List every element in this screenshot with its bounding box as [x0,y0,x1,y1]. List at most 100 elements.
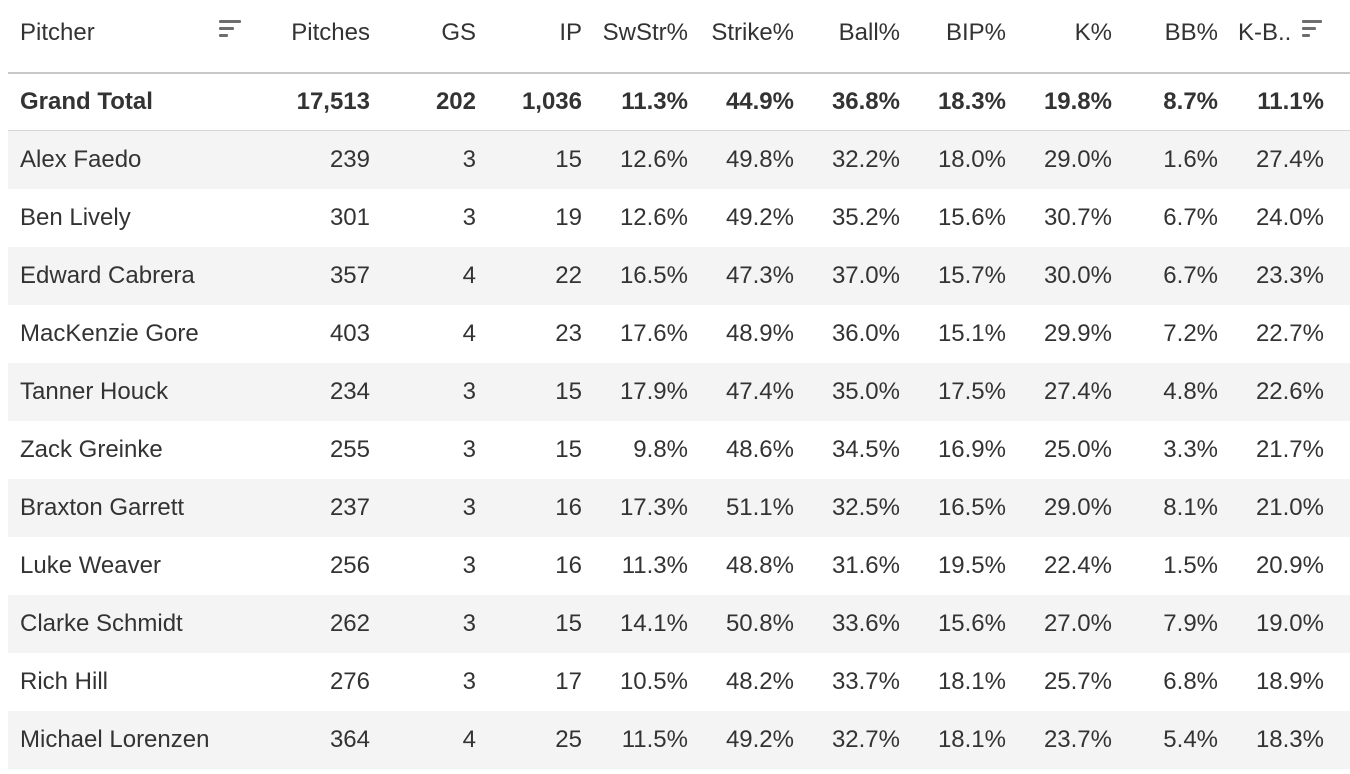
table-row[interactable]: Rich Hill 276 3 17 10.5% 48.2% 33.7% 18.1% 25.7%… [8,653,1350,711]
cell-swstr: 11.3% [621,88,688,115]
cell-bip: 15.6% [937,204,1006,231]
cell-bip: 15.1% [937,320,1006,347]
table-row[interactable]: Clarke Schmidt 262 3 15 14.1% 50.8% 33.6% 15.6%… [8,595,1350,653]
column-header-kbb[interactable]: K-B.. [1238,19,1292,46]
cell-bip: 19.5% [937,552,1006,579]
total-divider [8,130,1350,131]
cell-pitcher: Braxton Garrett [20,494,185,521]
table-row[interactable]: MacKenzie Gore 403 4 23 17.6% 48.9% 36.0% 15.1%… [8,305,1350,363]
column-header-bip[interactable]: BIP% [945,19,1006,46]
column-header-pitcher[interactable]: Pitcher [20,19,95,46]
column-header-swstr[interactable]: SwStr% [602,19,688,46]
cell-ball: 35.0% [831,378,900,405]
cell-bb: 6.7% [1163,204,1218,231]
cell-ball: 36.0% [831,320,900,347]
cell-gs: 202 [435,88,476,115]
table-row[interactable]: Alex Faedo 239 3 15 12.6% 49.8% 32.2% 18.0% 29.0… [8,131,1350,189]
column-header-ip[interactable]: IP [559,19,582,46]
cell-k: 29.0% [1043,494,1112,521]
sort-descending-icon[interactable] [1302,20,1324,42]
column-header-k[interactable]: K% [1074,19,1112,46]
cell-pitcher: Tanner Houck [20,378,169,405]
cell-kbb: 20.9% [1255,552,1324,579]
cell-gs: 3 [462,436,476,463]
cell-ip: 23 [555,320,582,347]
cell-gs: 3 [462,668,476,695]
cell-ip: 22 [555,262,582,289]
cell-bb: 3.3% [1163,436,1218,463]
cell-pitches: 403 [329,320,370,347]
sort-icon[interactable] [219,20,241,42]
cell-ball: 32.2% [831,146,900,173]
cell-kbb: 21.7% [1255,436,1324,463]
column-header-bb[interactable]: BB% [1164,19,1218,46]
cell-strike: 48.8% [725,552,794,579]
cell-ip: 15 [555,378,582,405]
cell-gs: 3 [462,610,476,637]
cell-swstr: 16.5% [619,262,688,289]
cell-bip: 16.9% [937,436,1006,463]
cell-kbb: 24.0% [1255,204,1324,231]
cell-k: 27.0% [1043,610,1112,637]
cell-swstr: 17.9% [619,378,688,405]
table-row[interactable]: Zack Greinke 255 3 15 9.8% 48.6% 34.5% 16.9% 25.… [8,421,1350,479]
cell-k: 29.0% [1043,146,1112,173]
cell-k: 19.8% [1043,88,1112,115]
table-header: Pitcher Pitches GS IP SwStr% Strike% Bal… [8,0,1350,72]
cell-swstr: 10.5% [619,668,688,695]
cell-k: 23.7% [1043,726,1112,753]
cell-swstr: 11.5% [621,726,688,753]
cell-strike: 44.9% [725,88,794,115]
cell-ball: 32.7% [831,726,900,753]
cell-pitcher: Zack Greinke [20,436,163,463]
cell-ball: 33.6% [831,610,900,637]
cell-bip: 16.5% [937,494,1006,521]
cell-pitcher: MacKenzie Gore [20,320,199,347]
cell-gs: 3 [462,146,476,173]
table-body: Alex Faedo 239 3 15 12.6% 49.8% 32.2% 18.0% 29.0… [8,131,1350,769]
cell-kbb: 19.0% [1255,610,1324,637]
table-row[interactable]: Michael Lorenzen 364 4 25 11.5% 49.2% 32.7% 18.… [8,711,1350,769]
cell-pitches: 262 [329,610,370,637]
cell-ip: 15 [555,610,582,637]
cell-pitches: 276 [329,668,370,695]
column-header-gs[interactable]: GS [441,19,476,46]
cell-strike: 47.4% [725,378,794,405]
table-row[interactable]: Braxton Garrett 237 3 16 17.3% 51.1% 32.5% 16.5… [8,479,1350,537]
pitcher-stats-table: Pitcher Pitches GS IP SwStr% Strike% Bal… [8,0,1350,774]
cell-bip: 15.6% [937,610,1006,637]
cell-pitcher: Michael Lorenzen [20,726,210,753]
table-row[interactable]: Edward Cabrera 357 4 22 16.5% 47.3% 37.0% 15.7%… [8,247,1350,305]
cell-bb: 1.6% [1163,146,1218,173]
cell-gs: 4 [462,262,476,289]
cell-ball: 33.7% [831,668,900,695]
cell-bb: 7.9% [1163,610,1218,637]
cell-gs: 4 [462,726,476,753]
cell-kbb: 11.1% [1257,88,1324,115]
cell-ip: 16 [555,494,582,521]
cell-pitcher: Clarke Schmidt [20,610,183,637]
column-header-ball[interactable]: Ball% [838,19,900,46]
cell-k: 30.0% [1043,262,1112,289]
cell-ball: 34.5% [831,436,900,463]
cell-pitcher: Ben Lively [20,204,131,231]
column-header-pitches[interactable]: Pitches [291,19,370,46]
cell-k: 29.9% [1043,320,1112,347]
cell-bip: 18.3% [937,88,1006,115]
cell-gs: 3 [462,378,476,405]
cell-kbb: 18.3% [1255,726,1324,753]
table-row[interactable]: Luke Weaver 256 3 16 11.3% 48.8% 31.6% 19.5% 22.… [8,537,1350,595]
table-row[interactable]: Ben Lively 301 3 19 12.6% 49.2% 35.2% 15.6% 30.7… [8,189,1350,247]
cell-bip: 18.1% [937,726,1006,753]
cell-pitches: 256 [329,552,370,579]
cell-bip: 18.1% [937,668,1006,695]
table-row[interactable]: Tanner Houck 234 3 15 17.9% 47.4% 35.0% 17.5% 27… [8,363,1350,421]
column-header-strike[interactable]: Strike% [711,19,794,46]
cell-swstr: 11.3% [621,552,688,579]
cell-ip: 15 [555,436,582,463]
cell-kbb: 18.9% [1255,668,1324,695]
grand-total-row: Grand Total 17,513 202 1,036 11.3% 44.9% 36.8%… [8,74,1350,130]
cell-ball: 37.0% [831,262,900,289]
cell-bip: 18.0% [937,146,1006,173]
cell-pitches: 357 [329,262,370,289]
